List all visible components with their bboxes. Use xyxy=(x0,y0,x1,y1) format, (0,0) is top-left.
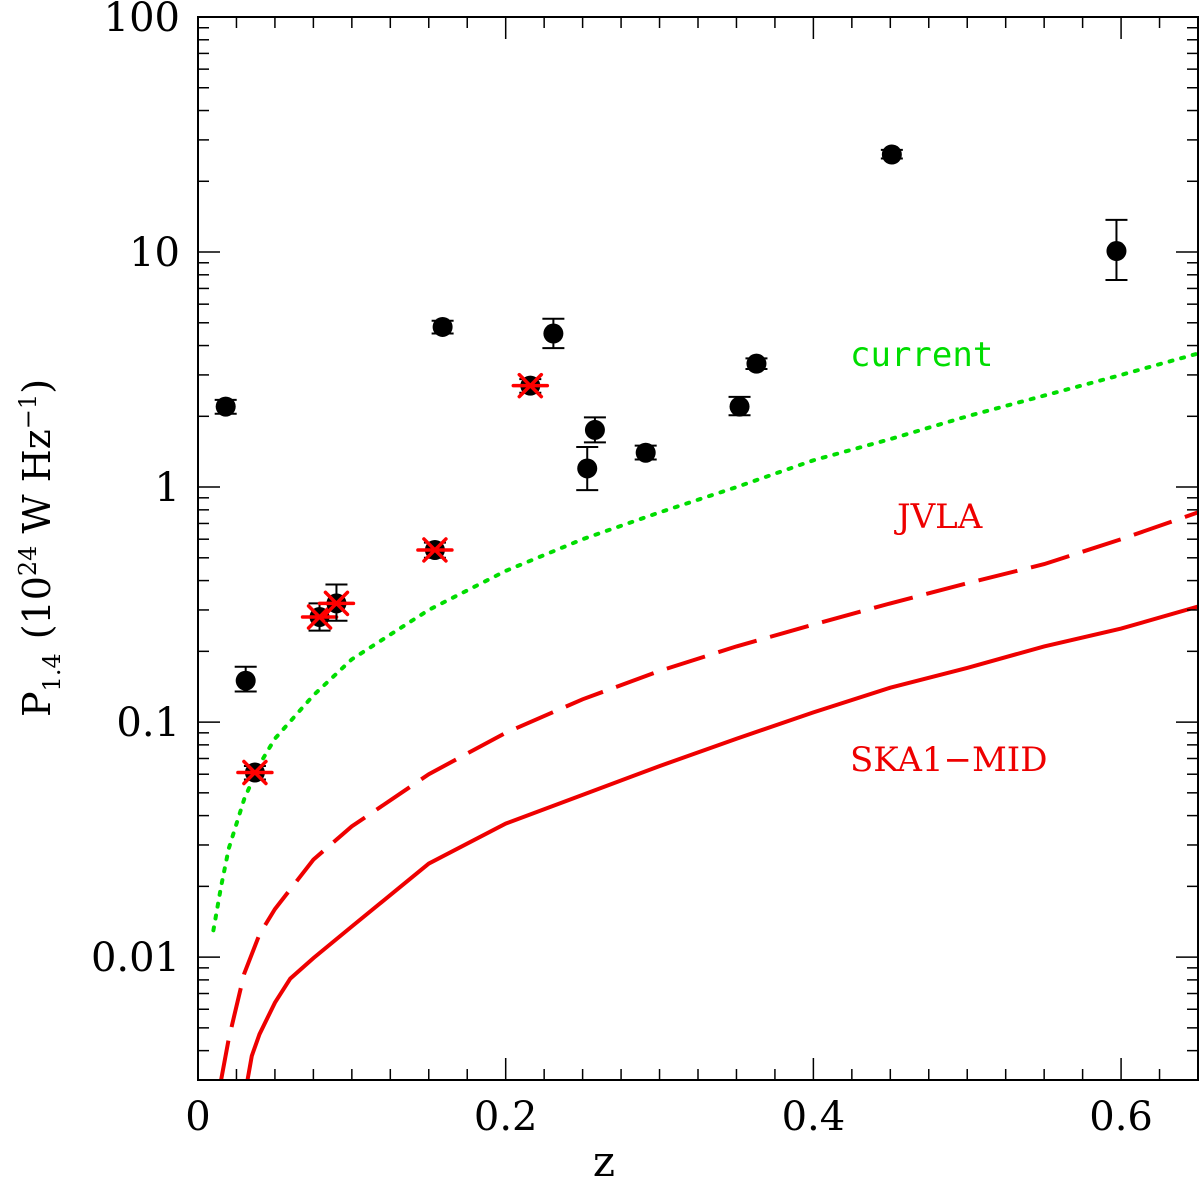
star-arm xyxy=(242,759,268,786)
x-tick-label: 0.6 xyxy=(1089,1094,1153,1140)
star-arm xyxy=(323,590,350,617)
x-tick-label: 0.4 xyxy=(782,1094,846,1140)
y-tick-label: 1 xyxy=(155,465,180,511)
star-arm xyxy=(306,604,333,630)
point-marker xyxy=(432,316,453,337)
point-marker xyxy=(729,396,750,417)
x-tick-label: 0 xyxy=(185,1094,210,1140)
point-marker xyxy=(584,419,605,440)
star-marker xyxy=(236,759,274,786)
star-marker xyxy=(511,372,550,399)
curve-current xyxy=(211,351,1198,933)
y-tick-label: 10 xyxy=(129,230,180,276)
curve-label-ska1-mid: SKA1−MID xyxy=(850,740,1048,780)
data-point xyxy=(880,144,903,165)
point-marker xyxy=(577,458,598,479)
point-marker xyxy=(746,353,767,374)
point-marker xyxy=(235,670,256,691)
y-tick-label: 0.1 xyxy=(116,700,180,746)
data-point xyxy=(542,317,565,350)
data-point xyxy=(728,395,751,417)
x-tick-label: 0.2 xyxy=(474,1094,538,1140)
data-point xyxy=(576,446,599,492)
data-points xyxy=(214,144,1128,786)
star-marker xyxy=(300,604,339,630)
curve-label-current: current xyxy=(850,335,993,375)
data-point xyxy=(634,442,657,463)
axis-ticks xyxy=(197,16,1199,1081)
data-point xyxy=(431,316,454,337)
point-marker xyxy=(1106,241,1127,262)
curve-ska1-mid xyxy=(245,604,1198,1080)
point-marker xyxy=(881,144,902,165)
tick-labels: 0 0.2 0.4 0.6 0.01 0.1 1 10 100 xyxy=(91,0,1153,1140)
data-point xyxy=(745,353,768,374)
data-point xyxy=(236,759,274,786)
data-point xyxy=(317,583,356,622)
curve-label-jvla: JVLA xyxy=(894,497,983,537)
y-axis-title: P1.4(1024 W Hz−1) xyxy=(14,379,66,717)
star-arm xyxy=(422,537,448,563)
star-marker xyxy=(416,537,454,563)
plot-frame xyxy=(197,16,1199,1081)
data-point xyxy=(214,396,237,417)
data-point xyxy=(416,537,454,563)
curve-jvla xyxy=(219,510,1198,1080)
data-point xyxy=(511,372,550,399)
point-marker xyxy=(543,323,564,344)
x-axis-title: z xyxy=(593,1137,615,1186)
star-marker xyxy=(317,590,356,617)
data-point xyxy=(300,602,339,632)
point-marker xyxy=(215,396,236,417)
point-marker xyxy=(635,442,656,463)
data-point xyxy=(234,665,257,693)
star-arm xyxy=(517,372,544,399)
data-point xyxy=(1105,218,1128,282)
data-point xyxy=(583,416,606,444)
y-tick-label: 100 xyxy=(104,0,180,41)
y-tick-label: 0.01 xyxy=(91,935,180,981)
curves xyxy=(211,351,1198,1080)
